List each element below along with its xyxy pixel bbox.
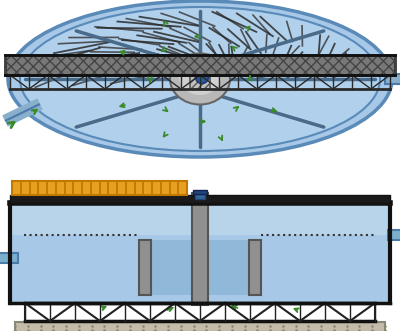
- Bar: [10, 235, 390, 303]
- Bar: [195, 194, 205, 199]
- Bar: [192, 193, 208, 305]
- Bar: [193, 190, 207, 194]
- Bar: [190, 69, 210, 89]
- Bar: [249, 240, 261, 295]
- Bar: [15, 322, 385, 331]
- Bar: [10, 195, 390, 203]
- Bar: [0, 253, 18, 263]
- Bar: [139, 240, 151, 295]
- Bar: [388, 230, 400, 240]
- Ellipse shape: [20, 7, 380, 151]
- Ellipse shape: [179, 59, 221, 95]
- Bar: [385, 74, 400, 84]
- Bar: [10, 203, 390, 235]
- Bar: [12, 181, 187, 195]
- Bar: [25, 303, 375, 321]
- Bar: [151, 240, 249, 295]
- Bar: [5, 55, 395, 75]
- Bar: [5, 55, 395, 75]
- Ellipse shape: [170, 54, 230, 105]
- Ellipse shape: [8, 1, 392, 157]
- Circle shape: [196, 71, 208, 83]
